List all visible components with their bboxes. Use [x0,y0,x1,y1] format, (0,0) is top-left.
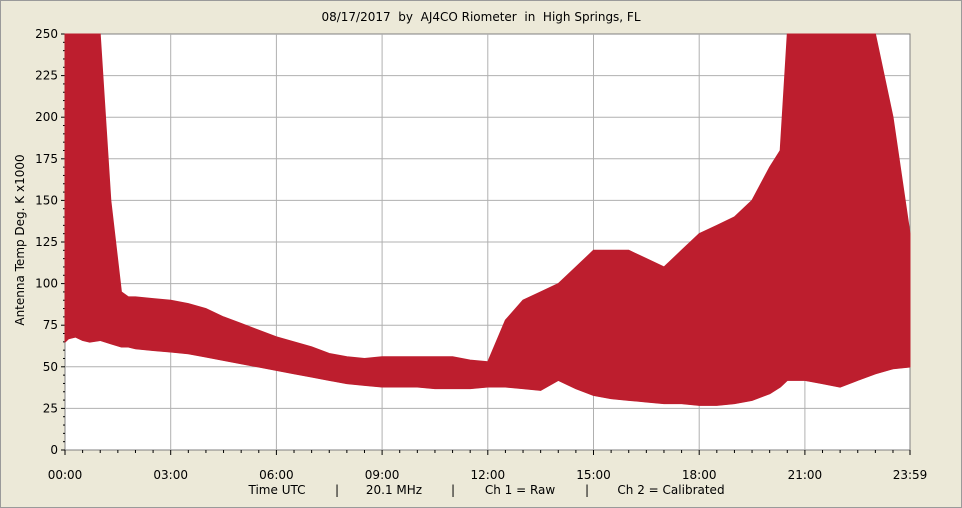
x-tick-label: 00:00 [48,468,83,482]
data-traces [64,33,911,406]
y-tick-label: 0 [50,443,58,457]
x-tick-labels: 00:00 03:00 06:00 09:00 12:00 15:00 18:00 21:00… [48,468,928,482]
y-tick-label: 175 [35,152,58,166]
y-tick-label: 125 [35,235,58,249]
y-tick-label: 100 [35,277,58,291]
footer-channel-2: Ch 2 = Calibrated [617,483,725,497]
x-tick-label: 09:00 [365,468,400,482]
x-tick-label: 12:00 [471,468,506,482]
y-tick-label: 75 [43,318,58,332]
x-tick-label: 23:59 [893,468,928,482]
x-tick-label: 03:00 [153,468,188,482]
x-tick-label: 21:00 [788,468,823,482]
footer-separator: | [584,483,590,497]
y-tick-label: 150 [35,193,58,207]
y-tick-label: 225 [35,69,58,83]
chart-title: 08/17/2017 by AJ4CO Riometer in High Spr… [321,10,641,24]
y-tick-label: 200 [35,110,58,124]
x-tick-label: 15:00 [576,468,611,482]
x-tick-label: 06:00 [259,468,294,482]
y-tick-label: 25 [43,401,58,415]
y-tick-label: 250 [35,27,58,41]
series-baseline [64,336,911,406]
x-tick-label: 18:00 [682,468,717,482]
y-tick-labels: 0 25 50 75 100 125 150 175 200 225 250 [35,27,58,457]
footer-channel-1: Ch 1 = Raw [484,483,556,497]
footer-frequency: 20.1 MHz [365,483,423,497]
footer-separator: | [450,483,456,497]
footer-separator: | [334,483,340,497]
footer-time-label: Time UTC [248,483,306,497]
y-tick-label: 50 [43,360,58,374]
